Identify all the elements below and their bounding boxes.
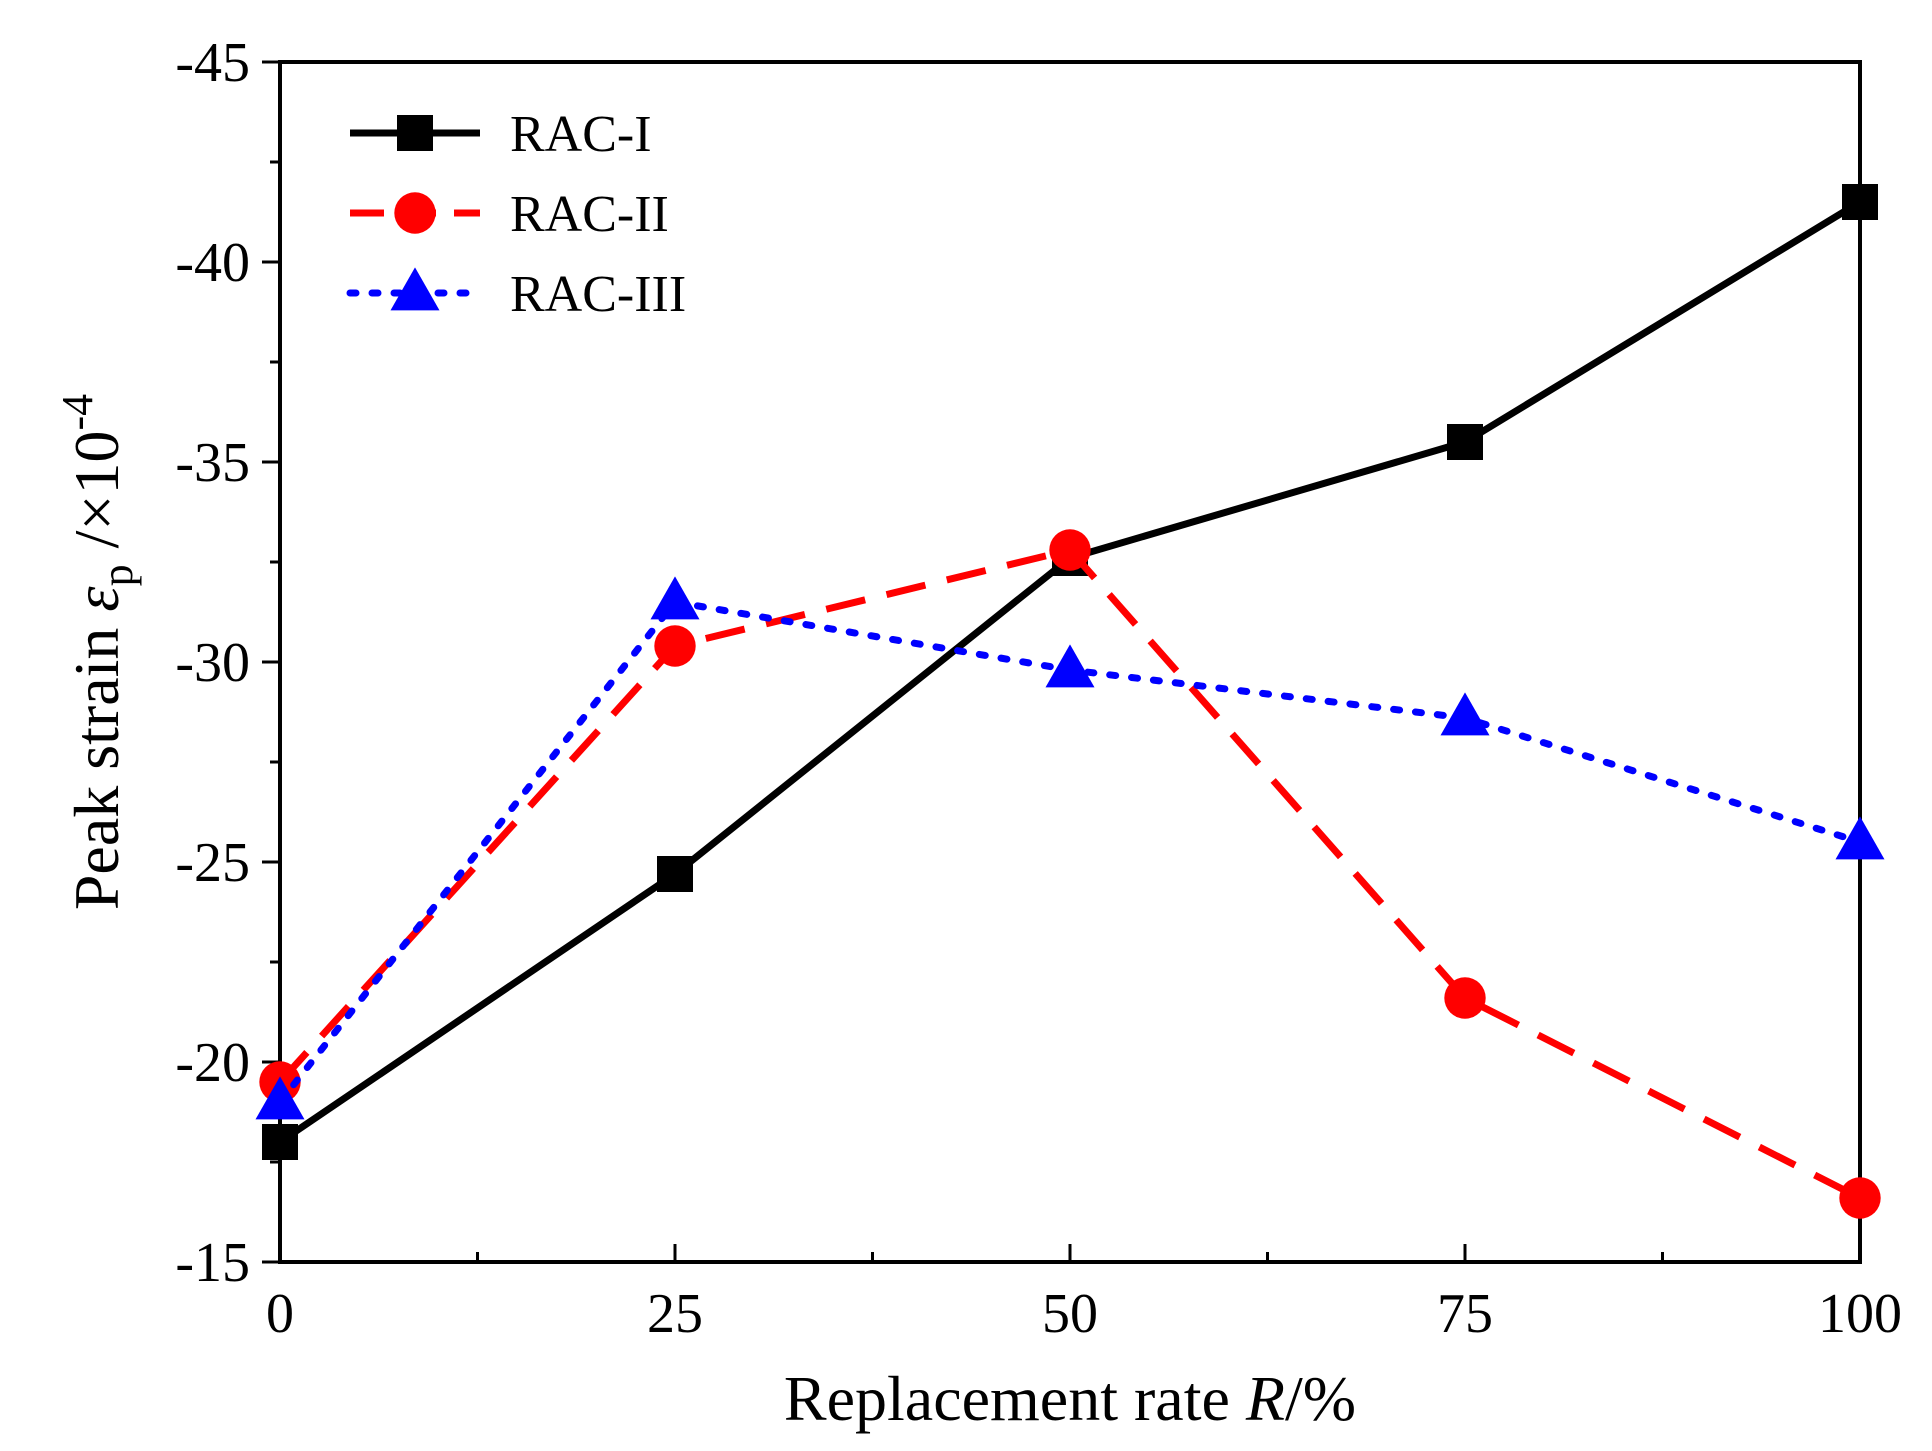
y-axis-title: Peak strain εp /×10-4 xyxy=(53,394,142,910)
x-tick-label: 75 xyxy=(1437,1283,1493,1345)
data-point xyxy=(1839,1177,1881,1219)
data-point xyxy=(262,1124,298,1160)
legend: RAC-I RAC-II RAC-III xyxy=(346,106,686,323)
y-tick-label: -20 xyxy=(175,1032,250,1094)
data-point xyxy=(1842,184,1878,220)
legend-item-rac-ii: RAC-II xyxy=(350,186,669,243)
y-tick-label: -15 xyxy=(175,1232,250,1294)
legend-marker xyxy=(397,115,433,151)
series-rac-iii xyxy=(255,576,1885,1120)
legend-marker xyxy=(390,267,440,311)
x-axis-title: Replacement rate R/% xyxy=(784,1363,1356,1434)
y-axis: -45 -40 -35 -30 -25 -20 -15 xyxy=(175,32,280,1294)
data-point xyxy=(255,1076,305,1120)
x-tick-label: 25 xyxy=(647,1283,703,1345)
data-point xyxy=(1835,816,1885,860)
legend-label: RAC-II xyxy=(510,186,669,243)
data-point xyxy=(1444,977,1486,1019)
data-point xyxy=(650,576,700,620)
y-tick-label: -45 xyxy=(175,32,250,94)
y-tick-label: -40 xyxy=(175,232,250,294)
y-tick-label: -30 xyxy=(175,632,250,694)
data-point xyxy=(654,625,696,667)
x-axis: 0 25 50 75 100 xyxy=(266,1244,1902,1345)
axis-titles: Replacement rate R/% Peak strain εp /×10-… xyxy=(53,394,1356,1434)
x-tick-label: 0 xyxy=(266,1283,294,1345)
legend-label: RAC-III xyxy=(510,266,686,323)
data-point xyxy=(1049,529,1091,571)
legend-item-rac-i: RAC-I xyxy=(350,106,652,163)
data-point xyxy=(1045,644,1095,688)
y-tick-label: -25 xyxy=(175,832,250,894)
x-tick-label: 50 xyxy=(1042,1283,1098,1345)
y-tick-label: -35 xyxy=(175,432,250,494)
data-point xyxy=(1440,692,1490,736)
data-point xyxy=(1447,424,1483,460)
legend-marker xyxy=(394,192,436,234)
series-layer xyxy=(255,184,1885,1219)
series-rac-ii xyxy=(259,529,1881,1219)
data-point xyxy=(657,856,693,892)
legend-label: RAC-I xyxy=(510,106,652,163)
x-tick-label: 100 xyxy=(1818,1283,1902,1345)
legend-item-rac-iii: RAC-III xyxy=(346,266,686,323)
